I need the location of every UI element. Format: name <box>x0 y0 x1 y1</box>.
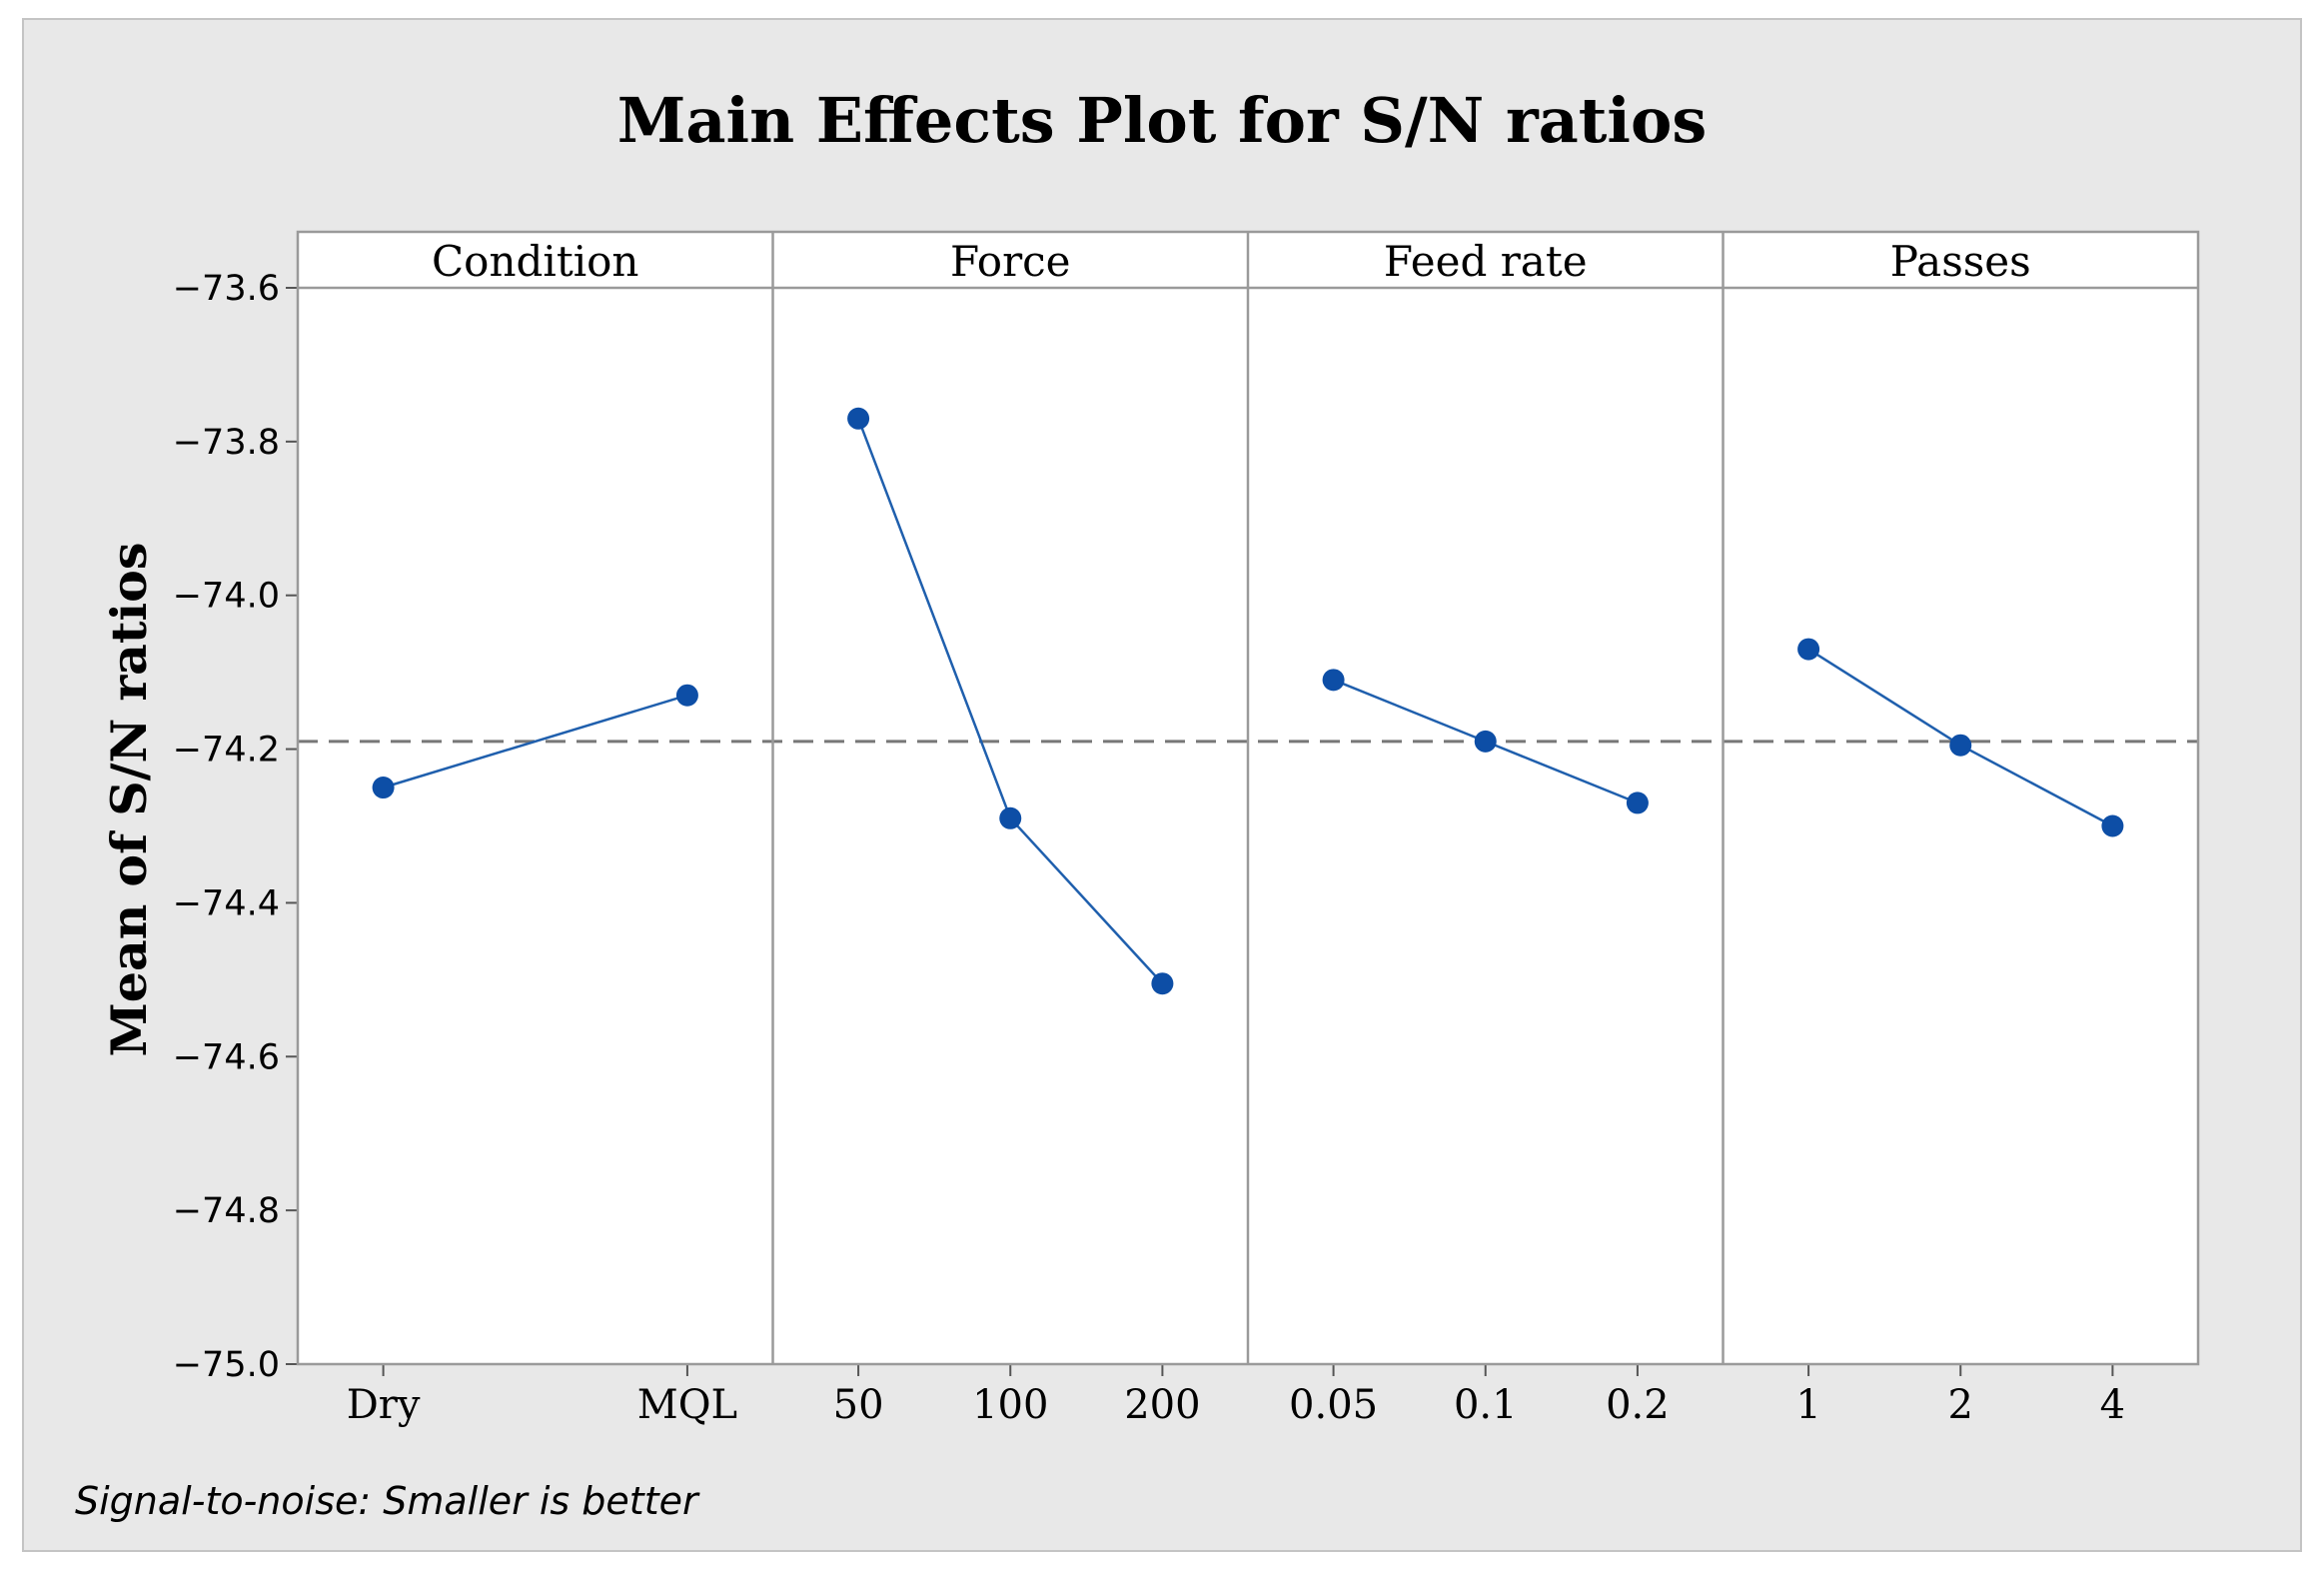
x-tick-label: 2 <box>1948 1382 1973 1428</box>
data-point <box>1949 734 1972 757</box>
x-tick-label: 0.05 <box>1289 1382 1378 1428</box>
x-tick-label: 100 <box>972 1382 1048 1428</box>
x-tick-label: 4 <box>2100 1382 2125 1428</box>
panel-label: Condition <box>432 237 638 286</box>
data-point <box>2101 814 2124 837</box>
panel-condition: Condition Dry MQL <box>347 237 737 1428</box>
y-tick-label: −73.8 <box>173 423 280 463</box>
data-point <box>372 777 395 799</box>
x-tick-label: MQL <box>637 1382 737 1428</box>
data-point <box>1322 669 1345 692</box>
chart-title: Main Effects Plot for S/N ratios <box>617 84 1707 157</box>
panel-feed-rate: Feed rate 0.05 0.1 0.2 <box>1289 237 1670 1428</box>
plot-border <box>296 230 2200 1366</box>
y-tick-label: −73.6 <box>173 269 280 309</box>
x-tick-label: 1 <box>1795 1382 1820 1428</box>
x-tick-label: Dry <box>347 1382 421 1428</box>
y-tick-label: −74.8 <box>173 1191 280 1231</box>
y-tick-label: −74.0 <box>173 577 280 617</box>
y-tick-label: −74.6 <box>173 1037 280 1077</box>
data-point <box>847 407 870 430</box>
data-point <box>1474 730 1497 753</box>
data-point <box>1626 791 1649 814</box>
x-tick-label: 50 <box>833 1382 884 1428</box>
x-tick-label: 0.2 <box>1606 1382 1670 1428</box>
data-point <box>1151 972 1174 995</box>
data-point <box>1797 638 1820 661</box>
y-tick-label: −75.0 <box>173 1345 280 1385</box>
y-tick-label: −74.4 <box>173 883 280 923</box>
x-tick-label: 200 <box>1124 1382 1200 1428</box>
panel-label: Force <box>950 237 1071 286</box>
footnote: Signal-to-noise: Smaller is better <box>75 1479 700 1523</box>
x-tick-label: 0.1 <box>1454 1382 1518 1428</box>
panel-label: Passes <box>1890 237 2031 286</box>
series-line <box>383 694 688 789</box>
data-point <box>675 684 698 707</box>
panel-force: Force 50 100 200 <box>833 237 1201 1428</box>
y-tick-label: −74.2 <box>173 731 280 771</box>
y-axis-label: Mean of S/N ratios <box>100 543 158 1057</box>
plot-area: −73.6 −73.8 −74.0 −74.2 −74.4 −74.6 −74.8 −75.0… <box>173 230 2200 1428</box>
panel-passes: Passes 1 2 4 <box>1795 237 2125 1428</box>
panel-label: Feed rate <box>1384 237 1588 286</box>
data-point <box>999 806 1022 829</box>
